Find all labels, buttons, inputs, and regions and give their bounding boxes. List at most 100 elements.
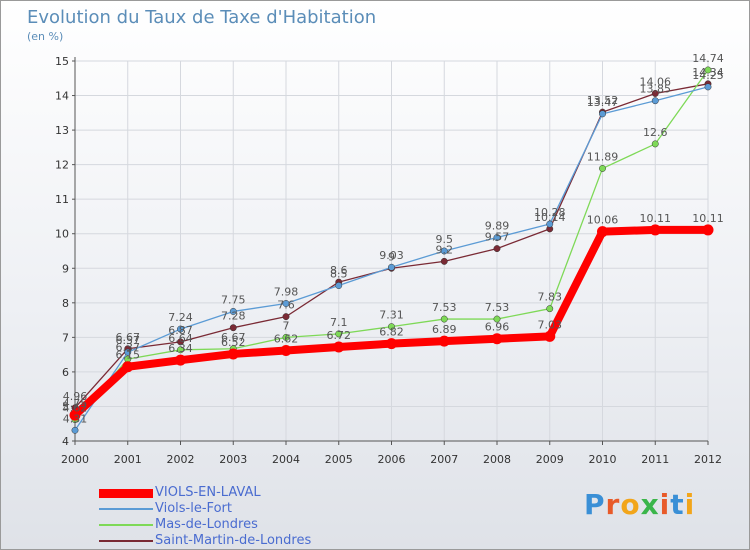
data-point xyxy=(493,245,501,253)
data-point xyxy=(69,409,81,421)
legend-swatch xyxy=(99,524,153,526)
series-layer xyxy=(69,66,714,434)
y-tick-label: 13 xyxy=(55,124,69,137)
y-tick-label: 15 xyxy=(55,55,69,68)
data-label: 12.6 xyxy=(643,126,668,139)
y-tick-label: 12 xyxy=(55,159,69,172)
x-tick-label: 2002 xyxy=(167,453,195,466)
data-point xyxy=(229,308,237,315)
data-point xyxy=(651,140,659,148)
data-label: 4.62 xyxy=(63,402,88,415)
data-point xyxy=(177,325,184,333)
data-point xyxy=(335,330,343,338)
data-label: 9.2 xyxy=(436,243,454,256)
data-label: 6.15 xyxy=(116,349,141,362)
legend-label: VIOLS-EN-LAVAL xyxy=(155,485,261,500)
legend-item: Viols-le-Fort xyxy=(99,501,311,517)
data-point xyxy=(546,220,554,228)
data-label: 8.5 xyxy=(330,268,348,281)
data-label: 6.52 xyxy=(221,336,246,349)
data-label: 7.98 xyxy=(274,286,299,299)
data-label: 9.03 xyxy=(379,249,404,262)
data-label: 6.89 xyxy=(432,323,457,336)
legend: VIOLS-EN-LAVAL Viols-le-Fort Mas-de-Londre… xyxy=(99,485,311,549)
data-point xyxy=(124,348,132,356)
x-tick-label: 2011 xyxy=(641,453,669,466)
logo-letter: r xyxy=(605,488,621,521)
data-point xyxy=(546,305,554,313)
data-point xyxy=(177,338,184,346)
data-label: 7.31 xyxy=(379,309,404,322)
data-label: 7.53 xyxy=(432,301,457,314)
x-tick-label: 2009 xyxy=(536,453,564,466)
logo-letter: t xyxy=(670,488,685,521)
data-point xyxy=(491,333,503,345)
data-label: 6.67 xyxy=(221,331,246,344)
logo-letter: P xyxy=(584,488,606,521)
logo-letter: i xyxy=(659,488,671,521)
x-tick-label: 2006 xyxy=(378,453,406,466)
axis-layer: 4 5 6 7 8 9 10 11 12 13 14 15 2000 2001 2002 2003 2004 20… xyxy=(55,55,722,466)
data-point xyxy=(71,426,79,434)
x-tick-label: 2003 xyxy=(219,453,247,466)
data-label: 4.31 xyxy=(63,412,88,425)
data-label: 13.47 xyxy=(587,96,619,109)
data-label: 14.06 xyxy=(640,75,672,88)
data-point xyxy=(440,257,448,265)
data-label: 7.1 xyxy=(330,316,348,329)
data-label: 9.89 xyxy=(485,220,510,233)
data-label: 7.24 xyxy=(168,311,193,324)
data-point xyxy=(651,97,659,105)
data-label: 4.96 xyxy=(63,390,88,403)
data-label: 11.89 xyxy=(587,150,619,163)
legend-swatch xyxy=(99,508,153,510)
data-label: 7.75 xyxy=(221,293,246,306)
data-point xyxy=(597,226,608,238)
data-point xyxy=(704,66,712,74)
data-point xyxy=(544,330,556,342)
data-label: 6.37 xyxy=(116,341,141,354)
data-point xyxy=(438,335,450,347)
data-point xyxy=(704,83,712,91)
x-tick-label: 2008 xyxy=(483,453,511,466)
legend-label: Mas-de-Londres xyxy=(155,517,258,532)
data-label: 6.57 xyxy=(116,334,141,347)
logo-letter: x xyxy=(640,488,660,521)
y-tick-label: 11 xyxy=(55,193,69,206)
data-label: 6.72 xyxy=(327,329,352,342)
data-point xyxy=(388,263,395,271)
legend-label: Viols-le-Fort xyxy=(155,501,232,516)
legend-item: VIOLS-EN-LAVAL xyxy=(99,485,311,501)
data-label: 10.14 xyxy=(534,211,566,224)
data-point xyxy=(386,338,397,350)
data-point xyxy=(175,354,186,366)
data-label: 13.85 xyxy=(640,83,672,96)
data-point xyxy=(599,110,606,118)
data-label: 7.83 xyxy=(538,291,563,304)
proxiti-logo: Proxiti xyxy=(584,488,695,521)
data-label: 6.34 xyxy=(168,342,193,355)
y-tick-label: 5 xyxy=(62,400,69,413)
data-label: 4.75 xyxy=(63,397,88,410)
legend-swatch xyxy=(99,488,153,498)
y-tick-label: 8 xyxy=(62,297,69,310)
data-label: 6.67 xyxy=(116,331,141,344)
y-tick-label: 4 xyxy=(62,435,69,448)
data-label: 14.25 xyxy=(692,69,724,82)
x-tick-label: 2005 xyxy=(325,453,353,466)
data-label: 9.57 xyxy=(485,231,510,244)
data-point xyxy=(388,323,395,331)
legend-label: Saint-Martin-de-Londres xyxy=(155,533,312,548)
data-point xyxy=(702,224,714,236)
data-point xyxy=(649,224,661,236)
legend-item: Saint-Martin-de-Londres xyxy=(99,533,311,549)
data-label: 10.28 xyxy=(534,206,566,219)
x-tick-label: 2000 xyxy=(61,453,89,466)
logo-letter: o xyxy=(620,488,641,521)
data-point xyxy=(280,344,292,356)
data-point xyxy=(227,348,239,360)
data-label: 8.6 xyxy=(330,264,348,277)
logo-letter: i xyxy=(684,488,696,521)
